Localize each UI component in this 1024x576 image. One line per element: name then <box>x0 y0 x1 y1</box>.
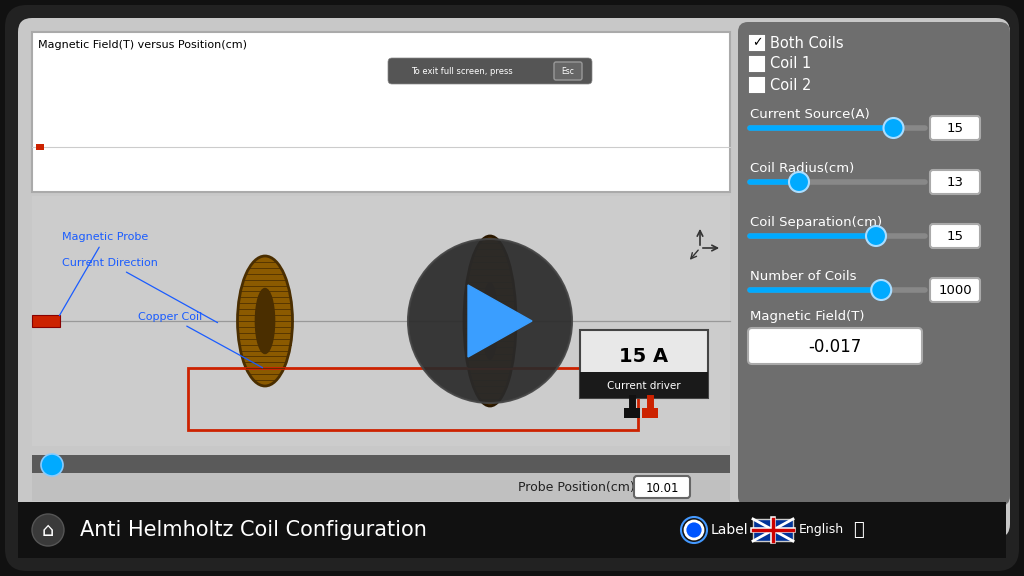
Circle shape <box>790 172 809 192</box>
FancyBboxPatch shape <box>930 224 980 248</box>
Text: Probe Position(cm): Probe Position(cm) <box>518 482 635 495</box>
Text: ✓: ✓ <box>752 36 762 50</box>
FancyBboxPatch shape <box>634 476 690 498</box>
Text: 15 A: 15 A <box>620 347 669 366</box>
Text: Coil Radius(cm): Coil Radius(cm) <box>750 162 854 175</box>
FancyBboxPatch shape <box>554 62 582 80</box>
Text: Magnetic Probe: Magnetic Probe <box>59 232 148 316</box>
Text: -0.017: -0.017 <box>808 338 861 356</box>
FancyBboxPatch shape <box>580 330 708 398</box>
Ellipse shape <box>464 236 516 406</box>
Circle shape <box>866 226 886 246</box>
Text: Both Coils: Both Coils <box>770 36 844 51</box>
FancyBboxPatch shape <box>750 78 764 92</box>
FancyBboxPatch shape <box>18 18 1010 538</box>
Bar <box>36 144 44 150</box>
Bar <box>18 502 1006 558</box>
Circle shape <box>408 239 572 403</box>
FancyBboxPatch shape <box>748 328 922 364</box>
Text: 1000: 1000 <box>938 283 972 297</box>
Text: English: English <box>799 524 844 536</box>
Text: Coil Separation(cm): Coil Separation(cm) <box>750 216 882 229</box>
Text: Esc: Esc <box>561 67 574 77</box>
Circle shape <box>41 454 63 476</box>
FancyBboxPatch shape <box>388 58 592 84</box>
Text: Coil 2: Coil 2 <box>770 78 811 93</box>
Bar <box>32 473 730 501</box>
Text: 10.01: 10.01 <box>645 482 679 495</box>
Bar <box>32 32 730 192</box>
Bar <box>624 408 640 418</box>
Text: ⛶: ⛶ <box>853 521 863 539</box>
Bar <box>753 519 793 541</box>
Bar <box>32 455 730 475</box>
Bar <box>642 408 658 418</box>
Bar <box>188 368 638 430</box>
FancyBboxPatch shape <box>750 36 764 50</box>
Circle shape <box>32 514 63 546</box>
Text: Copper Coil: Copper Coil <box>138 312 262 367</box>
Text: Number of Coils: Number of Coils <box>750 270 856 283</box>
FancyBboxPatch shape <box>750 57 764 71</box>
Ellipse shape <box>255 289 274 354</box>
Text: 13: 13 <box>946 176 964 188</box>
Circle shape <box>685 521 703 539</box>
FancyBboxPatch shape <box>5 5 1019 571</box>
FancyBboxPatch shape <box>930 116 980 140</box>
Bar <box>580 372 708 398</box>
FancyBboxPatch shape <box>930 170 980 194</box>
Ellipse shape <box>482 283 498 359</box>
Text: To exit full screen, press: To exit full screen, press <box>411 67 513 77</box>
Text: Anti Helmholtz Coil Configuration: Anti Helmholtz Coil Configuration <box>80 520 427 540</box>
Text: Magnetic Field(T): Magnetic Field(T) <box>750 310 864 323</box>
Text: Current driver: Current driver <box>607 381 681 391</box>
Circle shape <box>871 280 891 300</box>
FancyBboxPatch shape <box>738 22 1010 506</box>
Text: Current Direction: Current Direction <box>62 258 217 323</box>
Polygon shape <box>468 285 532 357</box>
Text: ⌂: ⌂ <box>42 521 54 540</box>
Bar <box>32 315 60 327</box>
Bar <box>32 196 730 446</box>
Text: 15: 15 <box>946 122 964 135</box>
Text: Label: Label <box>711 523 749 537</box>
Text: Coil 1: Coil 1 <box>770 56 811 71</box>
Text: 15: 15 <box>946 229 964 242</box>
Text: Current Source(A): Current Source(A) <box>750 108 869 121</box>
Ellipse shape <box>238 256 293 386</box>
Text: Magnetic Field(T) versus Position(cm): Magnetic Field(T) versus Position(cm) <box>38 40 247 50</box>
Circle shape <box>884 118 903 138</box>
FancyBboxPatch shape <box>930 278 980 302</box>
